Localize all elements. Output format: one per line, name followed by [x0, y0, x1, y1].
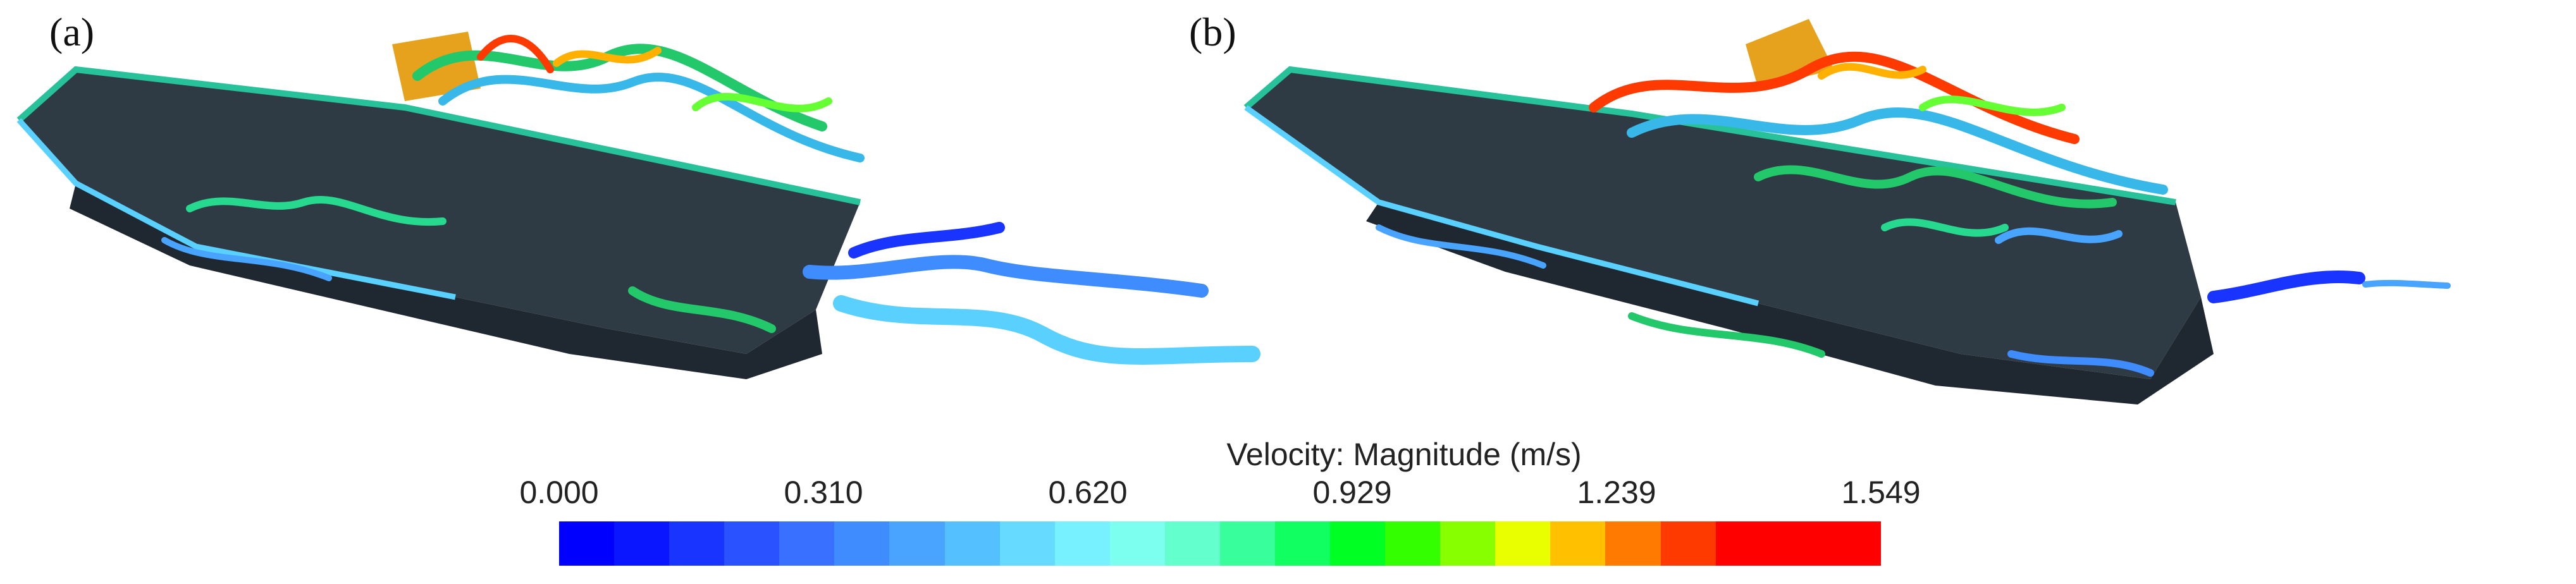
colorbar-swatch	[1440, 521, 1496, 566]
colorbar-swatch	[1825, 521, 1881, 566]
colorbar-swatch	[944, 521, 1000, 566]
panel-a: (a)	[0, 0, 1271, 417]
tick-label: 0.310	[784, 475, 863, 510]
colorbar-swatch	[779, 521, 835, 566]
colorbar-swatch	[1054, 521, 1110, 566]
colorbar-swatch	[1385, 521, 1441, 566]
colorbar-swatch	[999, 521, 1055, 566]
colorbar-swatch	[1550, 521, 1606, 566]
colorbar-swatch	[1660, 521, 1716, 566]
colorbar-swatch	[1219, 521, 1276, 566]
tick-label: 0.620	[1048, 475, 1128, 510]
colorbar-swatch	[1330, 521, 1386, 566]
colorbar-swatch	[1275, 521, 1331, 566]
colorbar-swatch	[1715, 521, 1771, 566]
ship-vortex-render-a	[16, 32, 1260, 379]
colorbar-swatch	[1164, 521, 1220, 566]
colorbar-swatch	[614, 521, 670, 566]
panel-b: (b)	[1189, 0, 2576, 417]
tick-label: 1.239	[1577, 475, 1656, 510]
colorbar-swatch	[1495, 521, 1551, 566]
colorbar-swatch	[834, 521, 890, 566]
legend-ticks: 0.000 0.310 0.620 0.929 1.239 1.549	[0, 474, 2576, 512]
tick-label: 0.929	[1312, 475, 1392, 510]
tick-label: 1.549	[1841, 475, 1921, 510]
panel-label-a: (a)	[49, 9, 95, 54]
panel-label-b: (b)	[1189, 9, 1236, 54]
colorbar-swatch	[669, 521, 725, 566]
colorbar-swatch	[1770, 521, 1826, 566]
colorbar-swatch	[1109, 521, 1165, 566]
ship-vortex-render-b	[1243, 19, 2451, 405]
velocity-colorbar	[559, 521, 1881, 566]
colorbar-swatch	[559, 521, 615, 566]
colorbar-swatch	[1605, 521, 1661, 566]
tick-label: 0.000	[519, 475, 599, 510]
legend-title: Velocity: Magnitude (m/s)	[1226, 437, 1582, 472]
colorbar-swatch	[889, 521, 945, 566]
velocity-legend: Velocity: Magnitude (m/s) 0.000 0.310 0.…	[0, 436, 2576, 584]
colorbar-swatch	[724, 521, 780, 566]
